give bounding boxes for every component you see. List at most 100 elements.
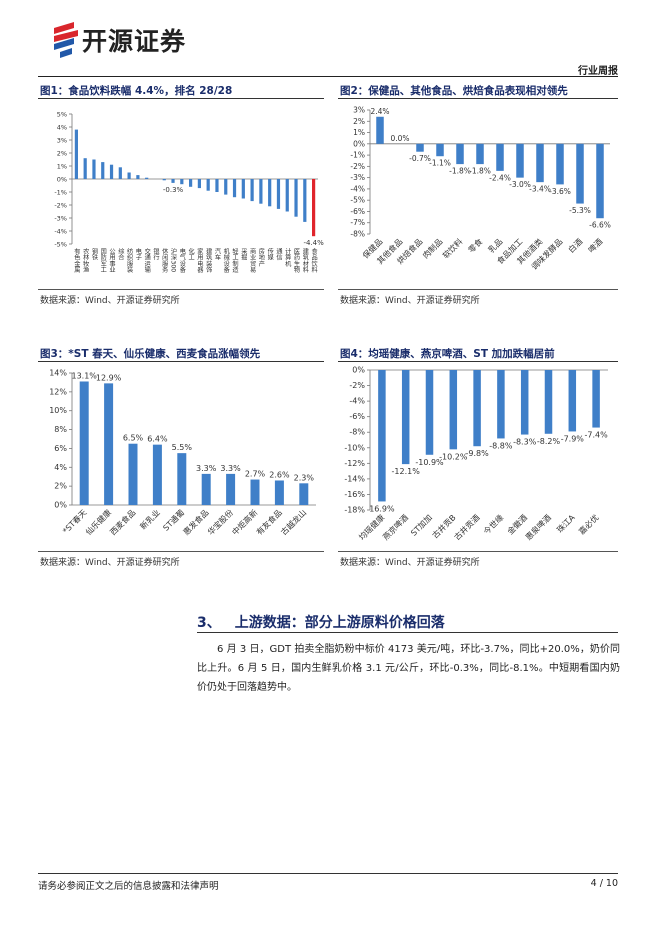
y-tick-label: -1% — [350, 151, 365, 160]
figure-2-title: 图2：保健品、其他食品、烘焙食品表现相对领先 — [340, 85, 568, 97]
data-label: 6.5% — [123, 434, 144, 443]
figure-1-source: 数据来源：Wind、开源证券研究所 — [40, 296, 180, 306]
x-tick-label: 惠泉啤酒 — [523, 512, 553, 542]
y-tick-label: -12% — [344, 459, 365, 468]
x-tick-label: 华宝股份 — [205, 507, 235, 537]
figure-2-bottom-rule — [338, 289, 618, 290]
bar — [104, 383, 114, 505]
y-tick-label: -2% — [349, 381, 365, 390]
data-label: -1.8% — [469, 167, 491, 176]
y-tick-label: 4% — [54, 463, 67, 472]
bar — [259, 179, 263, 204]
x-tick-label: 电气设备 — [178, 247, 185, 274]
x-tick-label: 传媒 — [266, 247, 273, 261]
x-tick-label: 纺织服装 — [126, 247, 133, 274]
bar — [197, 179, 201, 189]
data-label: -9.8% — [465, 449, 489, 458]
bar — [449, 370, 458, 450]
x-tick-label: 燕京啤酒 — [380, 512, 410, 542]
bar — [425, 370, 434, 455]
bar — [592, 370, 600, 428]
x-tick-label: 交通运输 — [143, 247, 150, 274]
bar — [276, 179, 281, 209]
y-tick-label: 2% — [57, 150, 67, 158]
y-tick-label: -7% — [350, 218, 365, 227]
bar — [596, 143, 604, 219]
section-divider — [197, 632, 618, 633]
data-label: 16.9% — [369, 504, 395, 513]
y-tick-label: -2% — [350, 162, 365, 171]
y-tick-label: 2% — [54, 482, 67, 491]
x-tick-label: 轻工制造 — [231, 247, 238, 274]
x-tick-label: 农林牧渔 — [82, 247, 89, 274]
bar — [224, 179, 228, 195]
data-label: -10.2% — [439, 452, 468, 461]
data-label: 0.0% — [390, 134, 409, 143]
figure-4-chart: -18% -16% -14% -12% -10% -8% -6% -4% -2% 0% 16.9% -… — [344, 366, 608, 543]
bar — [416, 143, 424, 152]
x-tick-label: 汽车 — [213, 247, 220, 261]
bar — [294, 179, 298, 217]
bar — [520, 370, 529, 435]
figure-2-chart: -8% -7% -6% -5% -4% -3% -2% -1% 0% 1% 2% 3% 2.4% 0.0%… — [350, 106, 611, 272]
y-tick-label: -3% — [350, 173, 365, 182]
x-tick-label: 沪深300 — [170, 247, 177, 272]
data-label: -6.6% — [589, 221, 611, 230]
y-tick-label: -6% — [349, 412, 365, 421]
data-label: -12.1% — [392, 467, 421, 476]
data-label: 2.4% — [370, 107, 389, 116]
x-tick-label: 肉制品 — [420, 236, 444, 260]
x-tick-label: 西麦食品 — [108, 507, 138, 537]
data-label: -0.3% — [163, 186, 184, 194]
bar — [136, 175, 140, 179]
data-label: 6.4% — [147, 435, 168, 444]
bar — [274, 480, 284, 505]
bar — [401, 370, 410, 465]
bar — [92, 159, 96, 179]
x-tick-label: 嘉必优 — [576, 512, 600, 536]
x-tick-label: 国防军工 — [99, 248, 106, 273]
x-tick-label: 家用电器 — [196, 247, 203, 274]
bar — [177, 453, 187, 505]
x-tick-label: 今世缘 — [481, 512, 505, 536]
x-tick-label: 珠江A — [554, 512, 577, 535]
footer-disclaimer: 请务必参阅正文之后的信息披露和法律声明 — [38, 881, 219, 892]
data-label: -1.1% — [429, 159, 451, 168]
y-tick-label: 0% — [352, 366, 365, 375]
bar — [180, 179, 184, 185]
figure-3-title: 图3：*ST 春天、仙乐健康、西麦食品涨幅领先 — [40, 348, 261, 360]
section-paragraph: 6 月 3 日，GDT 拍卖全脂奶粉中标价 4173 美元/吨，环比-3.7%，… — [197, 644, 620, 693]
bar — [215, 179, 219, 192]
data-label: -3.4% — [529, 185, 551, 194]
figure-1-title: 图1：食品饮料跌幅 4.4%，排名 28/28 — [40, 85, 233, 97]
section-title-text: 上游数据：部分上游原料价格回落 — [234, 615, 445, 631]
y-tick-label: -6% — [350, 207, 365, 216]
y-tick-label: -2% — [54, 202, 67, 210]
data-label: 2.7% — [245, 470, 266, 479]
figure-2-source: 数据来源：Wind、开源证券研究所 — [340, 296, 480, 306]
bar — [145, 177, 149, 179]
data-label: -8.2% — [537, 437, 561, 446]
bar — [476, 143, 484, 165]
data-label: -8.3% — [513, 438, 537, 447]
y-tick-label: 6% — [54, 444, 67, 453]
figure-3-source: 数据来源：Wind、开源证券研究所 — [40, 558, 180, 568]
x-tick-label: 房地产 — [257, 247, 264, 267]
bar — [118, 167, 122, 179]
section-heading: 3、 上游数据：部分上游原料价格回落 — [197, 612, 445, 632]
x-tick-label: 化工 — [187, 247, 194, 260]
bar — [378, 370, 386, 502]
y-tick-label: 0% — [54, 501, 67, 510]
x-tick-label: 建筑装饰 — [205, 247, 212, 274]
x-tick-label: 通信 — [275, 247, 282, 261]
y-tick-label: 2% — [353, 117, 365, 126]
bar — [456, 143, 464, 165]
data-label: -10.9% — [415, 458, 444, 467]
x-tick-label: 计算机 — [284, 247, 291, 267]
bar — [83, 158, 87, 179]
bar — [544, 370, 553, 434]
figure-3-chart: 0% 2% 4% 6% 8% 10% 12% 14% 13.1%12.9% 6.5% 6.4% 5.5… — [49, 369, 316, 537]
data-label: -5.3% — [569, 206, 591, 215]
x-tick-label: 有友食品 — [254, 507, 284, 537]
x-tick-label: 古井贡酒 — [452, 512, 482, 542]
